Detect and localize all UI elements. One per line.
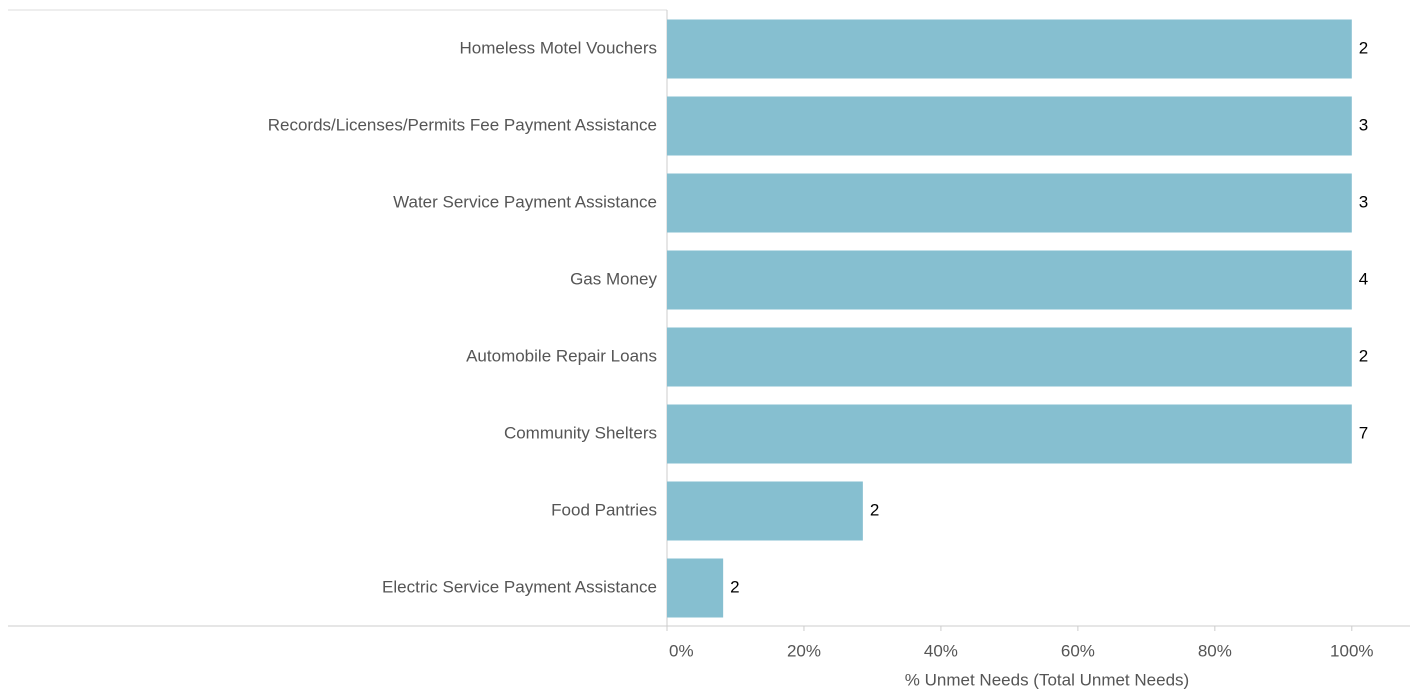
y-tick-label: Automobile Repair Loans xyxy=(466,346,657,365)
data-label: 4 xyxy=(1359,269,1368,288)
data-label: 3 xyxy=(1359,115,1368,134)
data-label: 2 xyxy=(1359,346,1368,365)
x-tick-label: 60% xyxy=(1061,641,1095,660)
x-axis-title: % Unmet Needs (Total Unmet Needs) xyxy=(905,670,1189,689)
y-tick-label: Electric Service Payment Assistance xyxy=(382,577,657,596)
data-label: 3 xyxy=(1359,192,1368,211)
x-tick-label: 100% xyxy=(1330,641,1373,660)
bar xyxy=(667,173,1352,233)
y-tick-label: Food Pantries xyxy=(551,500,657,519)
x-tick-label: 80% xyxy=(1198,641,1232,660)
y-tick-label: Records/Licenses/Permits Fee Payment Ass… xyxy=(268,115,657,134)
bar xyxy=(667,19,1352,79)
bar xyxy=(667,250,1352,310)
x-tick-label: 40% xyxy=(924,641,958,660)
y-tick-label: Community Shelters xyxy=(504,423,657,442)
x-tick-label: 0% xyxy=(669,641,694,660)
bar xyxy=(667,404,1352,464)
bar xyxy=(667,481,863,541)
bar xyxy=(667,558,724,618)
data-label: 2 xyxy=(1359,38,1368,57)
bar xyxy=(667,327,1352,387)
x-tick-label: 20% xyxy=(787,641,821,660)
y-tick-label: Gas Money xyxy=(570,269,657,288)
y-tick-label: Homeless Motel Vouchers xyxy=(460,38,657,57)
bar xyxy=(667,96,1352,156)
y-tick-label: Water Service Payment Assistance xyxy=(393,192,657,211)
data-label: 2 xyxy=(870,500,879,519)
data-label: 7 xyxy=(1359,423,1368,442)
data-label: 2 xyxy=(730,577,739,596)
